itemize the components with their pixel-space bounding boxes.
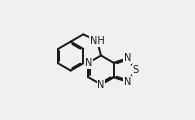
Text: N: N bbox=[97, 79, 105, 90]
Text: N: N bbox=[124, 53, 131, 63]
Text: NH: NH bbox=[90, 36, 105, 46]
Text: N: N bbox=[85, 58, 92, 68]
Text: N: N bbox=[124, 77, 131, 87]
Text: S: S bbox=[133, 65, 139, 75]
